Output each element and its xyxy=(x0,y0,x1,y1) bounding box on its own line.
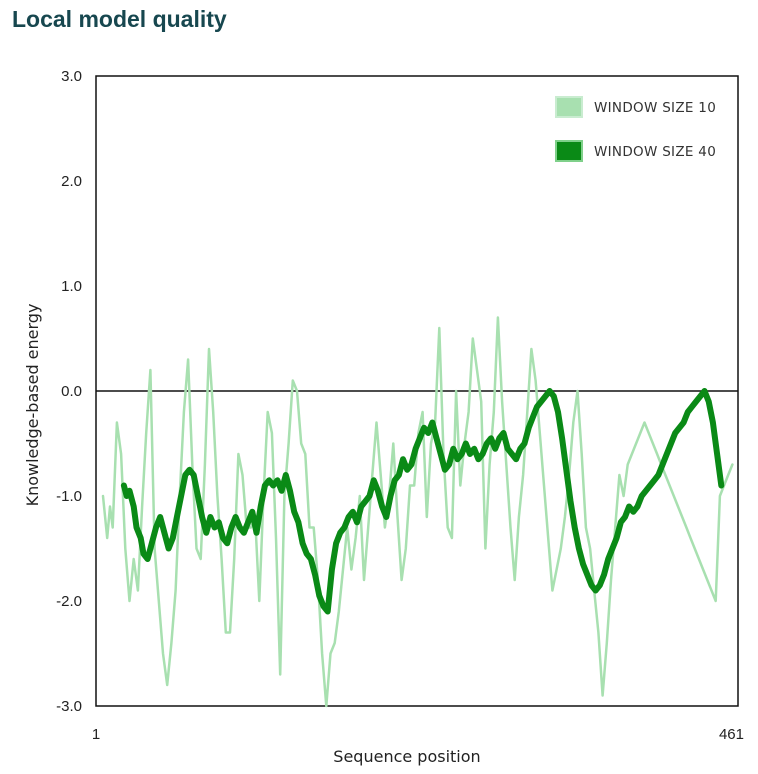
y-tick-label: 3.0 xyxy=(61,68,82,85)
y-tick-label: 0.0 xyxy=(61,383,82,400)
series-lines xyxy=(101,316,734,708)
legend-swatch-window-40 xyxy=(555,140,583,162)
legend: WINDOW SIZE 10 WINDOW SIZE 40 xyxy=(555,96,716,162)
y-tick-label: 2.0 xyxy=(61,173,82,190)
series-line-window-40 xyxy=(120,388,725,615)
legend-swatch-window-10 xyxy=(555,96,583,118)
x-tick-label: 1 xyxy=(92,726,100,743)
x-axis-label: Sequence position xyxy=(333,747,480,766)
x-axis-ticks: 1 461 xyxy=(92,726,744,743)
y-axis-ticks: 3.0 2.0 1.0 0.0 -1.0 -2.0 -3.0 xyxy=(56,68,82,715)
x-tick-label: 461 xyxy=(719,726,744,743)
y-tick-label: -2.0 xyxy=(56,593,82,610)
y-tick-label: -1.0 xyxy=(56,488,82,505)
series-line-window-10 xyxy=(101,316,734,708)
legend-label-window-40: WINDOW SIZE 40 xyxy=(594,144,716,160)
y-tick-label: 1.0 xyxy=(61,278,82,295)
page-title: Local model quality xyxy=(12,6,227,32)
y-axis-label: Knowledge-based energy xyxy=(23,304,42,507)
legend-label-window-10: WINDOW SIZE 10 xyxy=(594,100,716,116)
y-tick-label: -3.0 xyxy=(56,698,82,715)
